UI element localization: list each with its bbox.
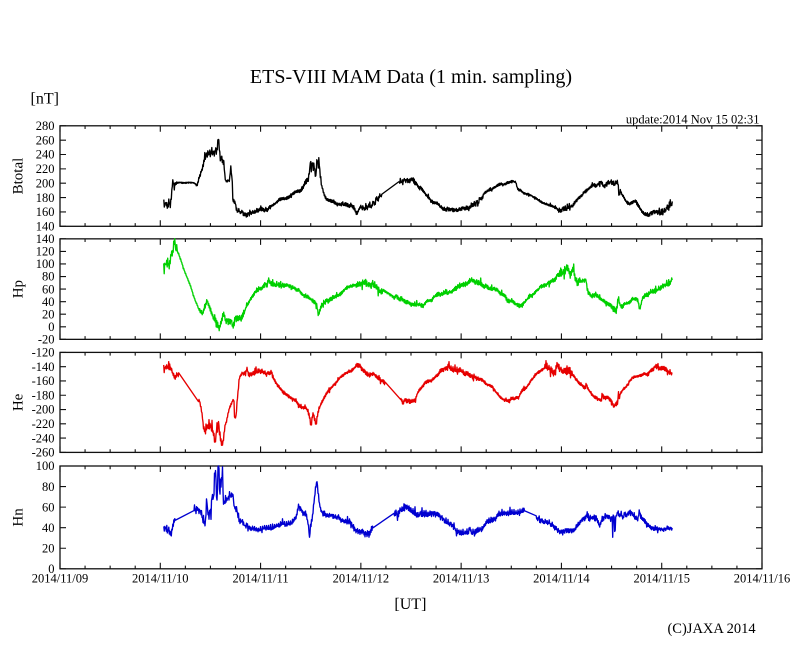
svg-text:40: 40 [42,521,55,535]
svg-text:He: He [11,393,27,411]
svg-text:2014/11/16: 2014/11/16 [734,572,790,586]
svg-text:40: 40 [42,295,55,309]
svg-text:-20: -20 [38,333,55,347]
svg-text:2014/11/10: 2014/11/10 [132,572,188,586]
svg-text:(C)JAXA 2014: (C)JAXA 2014 [667,621,756,637]
svg-text:60: 60 [42,282,55,296]
svg-text:100: 100 [36,257,55,271]
svg-text:-120: -120 [32,346,55,360]
svg-text:0: 0 [48,562,54,576]
svg-text:Hp: Hp [11,280,27,298]
svg-text:Btotal: Btotal [11,158,27,195]
svg-text:260: 260 [36,133,55,147]
svg-text:140: 140 [36,220,55,234]
svg-text:-220: -220 [32,417,55,431]
svg-text:-240: -240 [32,431,55,445]
svg-text:-140: -140 [32,360,55,374]
svg-text:280: 280 [36,119,55,133]
svg-text:2014/11/12: 2014/11/12 [333,572,389,586]
svg-text:20: 20 [42,541,55,555]
svg-text:80: 80 [42,480,55,494]
svg-text:2014/11/09: 2014/11/09 [32,572,88,586]
svg-text:-180: -180 [32,388,55,402]
svg-text:240: 240 [36,148,55,162]
svg-text:-160: -160 [32,374,55,388]
svg-text:220: 220 [36,162,55,176]
svg-text:ETS-VIII MAM Data (1 min. samp: ETS-VIII MAM Data (1 min. sampling) [250,66,572,88]
svg-text:2014/11/11: 2014/11/11 [233,572,289,586]
svg-text:180: 180 [36,191,55,205]
svg-text:2014/11/14: 2014/11/14 [533,572,590,586]
svg-text:60: 60 [42,500,55,514]
svg-text:20: 20 [42,307,55,321]
svg-text:-260: -260 [32,446,55,460]
svg-text:80: 80 [42,270,55,284]
svg-text:160: 160 [36,205,55,219]
svg-text:200: 200 [36,176,55,190]
svg-text:100: 100 [36,459,55,473]
svg-text:0: 0 [48,320,54,334]
svg-text:120: 120 [36,245,55,259]
svg-text:140: 140 [36,232,55,246]
svg-text:2014/11/15: 2014/11/15 [633,572,689,586]
svg-text:2014/11/13: 2014/11/13 [433,572,489,586]
svg-text:update:2014 Nov 15 02:31: update:2014 Nov 15 02:31 [626,113,760,127]
svg-text:[nT]: [nT] [31,91,59,108]
svg-text:[UT]: [UT] [394,596,426,613]
svg-text:Hn: Hn [11,508,27,527]
svg-text:-200: -200 [32,403,55,417]
